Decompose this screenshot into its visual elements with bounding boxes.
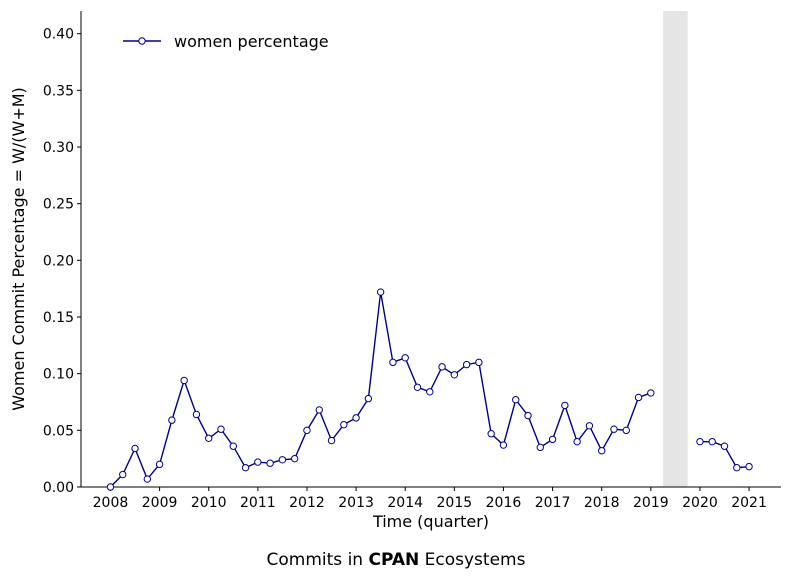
data-point xyxy=(119,470,127,479)
data-point xyxy=(168,416,176,424)
data-point xyxy=(143,475,152,483)
x-tick-label: 2021 xyxy=(731,495,767,511)
data-point xyxy=(499,441,508,449)
x-tick-label: 2016 xyxy=(486,495,522,511)
x-tick-label: 2014 xyxy=(387,495,423,511)
data-point xyxy=(229,442,237,450)
y-tick-label: 0.30 xyxy=(43,140,74,156)
data-point xyxy=(266,459,274,467)
data-point xyxy=(720,442,729,450)
x-tick-label: 2011 xyxy=(240,495,276,511)
data-point xyxy=(217,425,225,433)
data-point xyxy=(450,371,459,379)
series-women-percentage xyxy=(106,288,753,491)
legend-entry-label: women percentage xyxy=(174,32,329,51)
data-point xyxy=(475,358,483,367)
x-tick-label: 2013 xyxy=(338,495,374,511)
x-tick-label: 2012 xyxy=(289,495,325,511)
data-point xyxy=(315,406,323,414)
x-axis-label: Time (quarter) xyxy=(372,512,489,531)
data-point xyxy=(254,458,262,466)
data-point xyxy=(622,426,630,435)
shaded-region-rect xyxy=(663,11,688,487)
x-tick-label: 2017 xyxy=(535,495,571,511)
data-point xyxy=(548,435,557,444)
data-point xyxy=(327,436,336,445)
x-tick-label: 2018 xyxy=(584,495,620,511)
x-tick-label: 2015 xyxy=(437,495,473,511)
data-point xyxy=(155,460,164,469)
data-point xyxy=(192,410,201,419)
data-point xyxy=(536,443,544,452)
y-tick-label: 0.15 xyxy=(43,310,74,326)
data-point xyxy=(647,389,655,397)
x-tick-label: 2008 xyxy=(93,495,129,511)
data-point xyxy=(598,447,606,455)
data-point xyxy=(106,483,115,491)
data-point xyxy=(585,422,594,430)
data-point xyxy=(401,354,409,362)
data-point xyxy=(364,394,373,403)
data-point xyxy=(205,434,213,442)
y-tick-label: 0.20 xyxy=(43,253,74,269)
data-point xyxy=(241,464,250,472)
x-tick-label: 2020 xyxy=(682,495,718,511)
y-axis-label: Women Commit Percentage = W/(W+M) xyxy=(9,87,28,411)
data-point xyxy=(278,456,287,464)
data-point xyxy=(487,430,495,438)
x-tick-label: 2010 xyxy=(191,495,227,511)
data-point xyxy=(524,411,532,420)
data-point xyxy=(340,420,348,429)
x-tick-label: 2009 xyxy=(142,495,178,511)
data-point xyxy=(290,454,299,463)
data-point xyxy=(131,444,139,453)
caption-suffix: Ecosystems xyxy=(419,550,526,570)
data-point xyxy=(303,426,311,435)
shaded-gap-region xyxy=(663,11,688,487)
data-point xyxy=(708,437,716,446)
series-line xyxy=(109,291,652,488)
figure-caption: Commits in CPAN Ecosystems xyxy=(0,550,792,570)
data-point xyxy=(634,393,643,402)
caption-ecosystem-name: CPAN xyxy=(368,550,420,570)
data-point xyxy=(610,425,618,433)
legend: women percentage xyxy=(123,32,329,51)
y-tick-label: 0.10 xyxy=(43,367,74,383)
y-tick-label: 0.05 xyxy=(43,423,74,439)
caption-prefix: Commits in xyxy=(266,550,369,570)
data-point xyxy=(512,396,520,404)
x-tick-label: 2019 xyxy=(633,495,669,511)
data-point xyxy=(561,401,569,410)
y-tick-label: 0.25 xyxy=(43,197,74,213)
y-tick-label: 0.35 xyxy=(43,83,74,99)
data-point xyxy=(389,358,397,367)
data-point xyxy=(745,462,753,471)
data-point xyxy=(573,437,581,446)
data-point xyxy=(438,363,446,371)
legend-point-marker xyxy=(138,37,146,45)
data-point xyxy=(180,376,188,385)
data-point xyxy=(462,360,471,369)
data-point xyxy=(376,288,385,296)
data-point xyxy=(352,414,360,422)
data-point xyxy=(426,388,434,396)
data-point xyxy=(413,383,422,391)
axis-ticks: 2008 2009 2010 2011 2012 2013 2014 2015 2016 2017… xyxy=(43,27,767,511)
data-point xyxy=(696,437,704,446)
y-tick-label: 0.40 xyxy=(43,27,74,43)
y-tick-label: 0.00 xyxy=(43,480,74,496)
data-point xyxy=(733,464,741,472)
